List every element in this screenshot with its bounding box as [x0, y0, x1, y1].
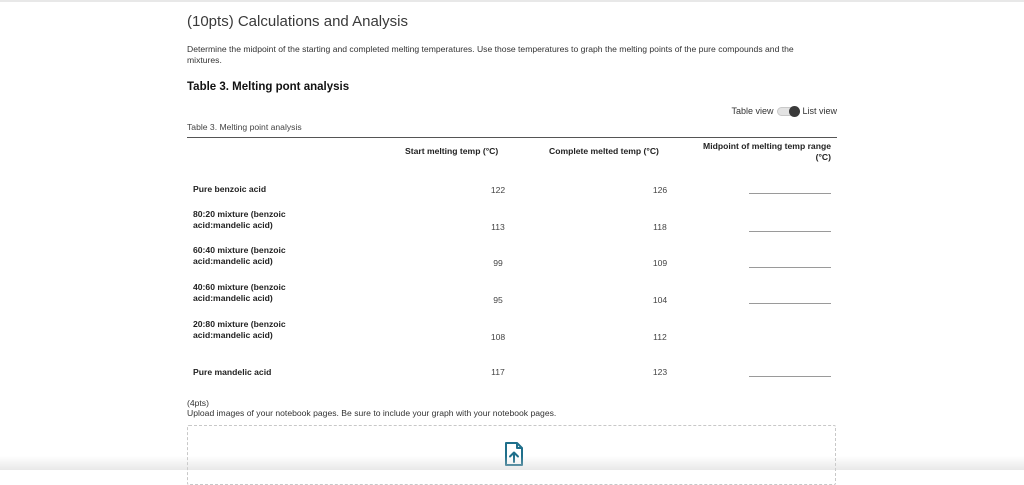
table-heading: Table 3. Melting pont analysis — [187, 81, 350, 93]
bottom-fade — [0, 456, 1024, 470]
list-view-label[interactable]: List view — [802, 106, 837, 116]
midpoint-input[interactable] — [749, 376, 831, 377]
table-header-rule — [187, 137, 837, 138]
complete-temp-cell: 123 — [652, 367, 668, 377]
row-label: 80:20 mixture (benzoic acid:mandelic aci… — [193, 209, 286, 230]
section-title: (10pts) Calculations and Analysis — [187, 13, 408, 30]
upload-dropzone[interactable] — [187, 425, 836, 485]
row-label: Pure mandelic acid — [193, 367, 272, 377]
toggle-knob — [789, 105, 801, 117]
start-temp-cell: 113 — [491, 222, 505, 232]
top-divider — [0, 0, 1024, 2]
midpoint-input[interactable] — [749, 267, 831, 268]
column-header-complete: Complete melted temp (°C) — [549, 146, 659, 156]
row-label: 20:80 mixture (benzoic acid:mandelic aci… — [193, 319, 286, 340]
view-toggle-switch[interactable] — [777, 105, 801, 117]
complete-temp-cell: 112 — [653, 332, 667, 342]
column-header-start: Start melting temp (°C) — [405, 146, 499, 156]
midpoint-input[interactable] — [749, 303, 831, 304]
row-label: 60:40 mixture (benzoic acid:mandelic aci… — [193, 245, 286, 266]
column-header-midpoint: Midpoint of melting temp range (°C) — [703, 141, 831, 162]
upload-instructions: Upload images of your notebook pages. Be… — [187, 408, 557, 418]
row-label: 40:60 mixture (benzoic acid:mandelic aci… — [193, 282, 286, 303]
table-view-label[interactable]: Table view — [731, 106, 774, 116]
complete-temp-cell: 126 — [652, 185, 668, 195]
upload-points: (4pts) — [187, 398, 209, 408]
table-caption: Table 3. Melting point analysis — [187, 122, 302, 132]
start-temp-cell: 95 — [493, 295, 503, 305]
view-toggle: Table view List view — [731, 105, 837, 117]
start-temp-cell: 108 — [490, 332, 506, 342]
complete-temp-cell: 104 — [652, 295, 668, 305]
row-label: Pure benzoic acid — [193, 184, 267, 194]
midpoint-input[interactable] — [749, 193, 831, 194]
midpoint-input[interactable] — [749, 231, 831, 232]
complete-temp-cell: 109 — [652, 258, 668, 268]
complete-temp-cell: 118 — [653, 222, 667, 232]
start-temp-cell: 122 — [490, 185, 506, 195]
start-temp-cell: 99 — [493, 258, 503, 268]
start-temp-cell: 117 — [491, 367, 505, 377]
instructions-text: Determine the midpoint of the starting a… — [187, 44, 794, 65]
